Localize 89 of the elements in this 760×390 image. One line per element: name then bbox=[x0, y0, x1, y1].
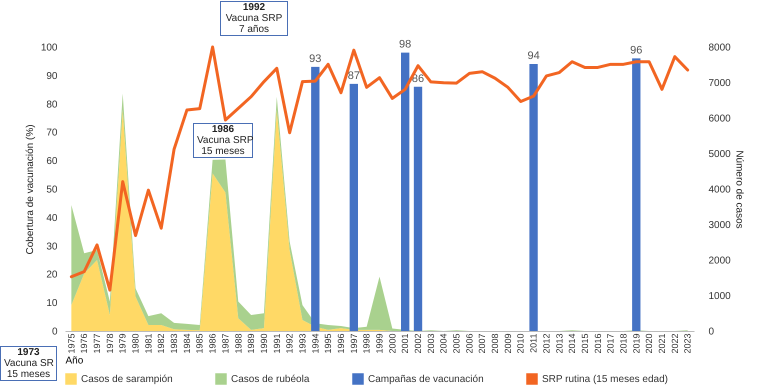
x-tick-label: 2018 bbox=[618, 334, 628, 354]
x-tick-label: 2023 bbox=[682, 334, 693, 354]
bar bbox=[350, 84, 358, 331]
x-tick-label: 1985 bbox=[194, 334, 205, 354]
x-tick-label: 1994 bbox=[310, 334, 320, 354]
y-axis-title: Cobertura de vacunación (%) bbox=[24, 124, 36, 255]
x-axis-title: Año bbox=[66, 356, 84, 367]
x-tick-label: 1987 bbox=[220, 334, 230, 354]
x-tick-label: 1990 bbox=[258, 334, 269, 354]
x-tick-label: 1997 bbox=[348, 334, 359, 354]
x-tick-label: 1989 bbox=[246, 334, 256, 354]
bar bbox=[311, 66, 320, 331]
y-tick-label: 90 bbox=[46, 70, 58, 82]
legend-label: Casos de rubéola bbox=[231, 374, 310, 385]
x-tick-label: 2003 bbox=[426, 334, 436, 354]
x-tick-label: 2012 bbox=[541, 334, 552, 354]
x-tick-label: 1998 bbox=[362, 334, 372, 354]
x-tick-label: 2009 bbox=[502, 334, 513, 354]
y2-tick-label: 5000 bbox=[708, 149, 732, 160]
x-tick-label: 1978 bbox=[104, 334, 115, 354]
legend-label: SRP rutina (15 meses edad) bbox=[542, 374, 668, 385]
y-tick-label: 40 bbox=[46, 212, 58, 224]
x-tick-label: 2021 bbox=[656, 334, 667, 354]
x-tick-label: 2019 bbox=[631, 334, 642, 354]
legend-label: Casos de sarampión bbox=[81, 374, 173, 385]
x-tick-label: 1999 bbox=[374, 334, 384, 354]
y-tick-label: 50 bbox=[46, 184, 58, 196]
x-tick-label: 2022 bbox=[670, 334, 680, 354]
y-tick-label: 100 bbox=[40, 42, 58, 54]
callout-box: 1973 Vacuna SR 15 meses bbox=[0, 346, 57, 381]
x-tick-label: 2015 bbox=[580, 334, 590, 354]
x-tick-label: 1976 bbox=[79, 334, 90, 354]
y2-tick-label: 3000 bbox=[708, 220, 732, 231]
x-tick-label: 1984 bbox=[182, 334, 192, 354]
x-tick-label: 2001 bbox=[400, 334, 410, 354]
x-tick-label: 1983 bbox=[169, 334, 180, 354]
y2-tick-label: 8000 bbox=[708, 42, 732, 54]
x-tick-label: 2014 bbox=[567, 334, 578, 354]
y-tick-label: 0 bbox=[52, 326, 58, 338]
x-tick-label: 2002 bbox=[413, 334, 424, 354]
x-tick-label: 2004 bbox=[438, 334, 449, 354]
callout-box: 1992 Vacuna SRP 7 años bbox=[220, 1, 288, 36]
data-label: 96 bbox=[630, 44, 642, 56]
bar bbox=[414, 86, 422, 331]
y-tick-label: 60 bbox=[46, 156, 58, 168]
x-tick-label: 2008 bbox=[490, 334, 500, 354]
legend-label: Campañas de vacunación bbox=[368, 374, 484, 385]
y2-tick-label: 0 bbox=[708, 326, 714, 338]
x-tick-label: 1975 bbox=[66, 334, 76, 354]
x-tick-label: 1977 bbox=[92, 334, 102, 354]
y2-tick-label: 4000 bbox=[708, 184, 732, 196]
x-tick-label: 1982 bbox=[156, 334, 166, 354]
data-label: 87 bbox=[348, 70, 360, 82]
y-tick-label: 10 bbox=[46, 298, 58, 310]
x-tick-label: 2005 bbox=[452, 334, 462, 354]
x-tick-label: 1981 bbox=[143, 334, 154, 354]
y2-tick-label: 1000 bbox=[708, 291, 732, 302]
y-tick-label: 70 bbox=[46, 128, 58, 139]
x-tick-label: 2013 bbox=[554, 334, 564, 354]
y-tick-label: 20 bbox=[46, 270, 58, 281]
y2-tick-label: 2000 bbox=[708, 256, 732, 266]
y-tick-label: 30 bbox=[46, 241, 58, 252]
bar bbox=[529, 64, 538, 331]
x-tick-label: 1991 bbox=[272, 334, 282, 354]
data-label: 93 bbox=[309, 52, 322, 65]
data-label: 98 bbox=[399, 38, 412, 51]
x-tick-label: 2020 bbox=[644, 334, 654, 354]
y2-axis-title: Número de casos bbox=[734, 150, 745, 229]
bar bbox=[632, 58, 640, 331]
x-tick-label: 1993 bbox=[297, 334, 308, 354]
x-tick-label: 1996 bbox=[336, 334, 346, 354]
x-tick-label: 2000 bbox=[387, 334, 398, 354]
x-tick-label: 1979 bbox=[118, 334, 128, 354]
y2-tick-label: 7000 bbox=[708, 78, 732, 89]
x-tick-label: 2006 bbox=[464, 334, 474, 354]
bar bbox=[401, 52, 410, 331]
x-tick-label: 1992 bbox=[284, 334, 295, 354]
y2-tick-label: 6000 bbox=[708, 114, 732, 124]
data-label: 94 bbox=[527, 50, 540, 62]
x-tick-label: 2007 bbox=[477, 334, 488, 354]
x-tick-label: 2011 bbox=[528, 334, 539, 353]
y-tick-label: 80 bbox=[46, 99, 58, 110]
x-tick-label: 2016 bbox=[592, 334, 603, 354]
x-tick-label: 2017 bbox=[606, 334, 616, 354]
x-tick-label: 1995 bbox=[323, 334, 334, 354]
x-tick-label: 2010 bbox=[516, 334, 526, 354]
x-tick-label: 1988 bbox=[233, 334, 244, 354]
x-tick-label: 1986 bbox=[208, 334, 218, 354]
x-tick-label: 1980 bbox=[130, 334, 141, 354]
